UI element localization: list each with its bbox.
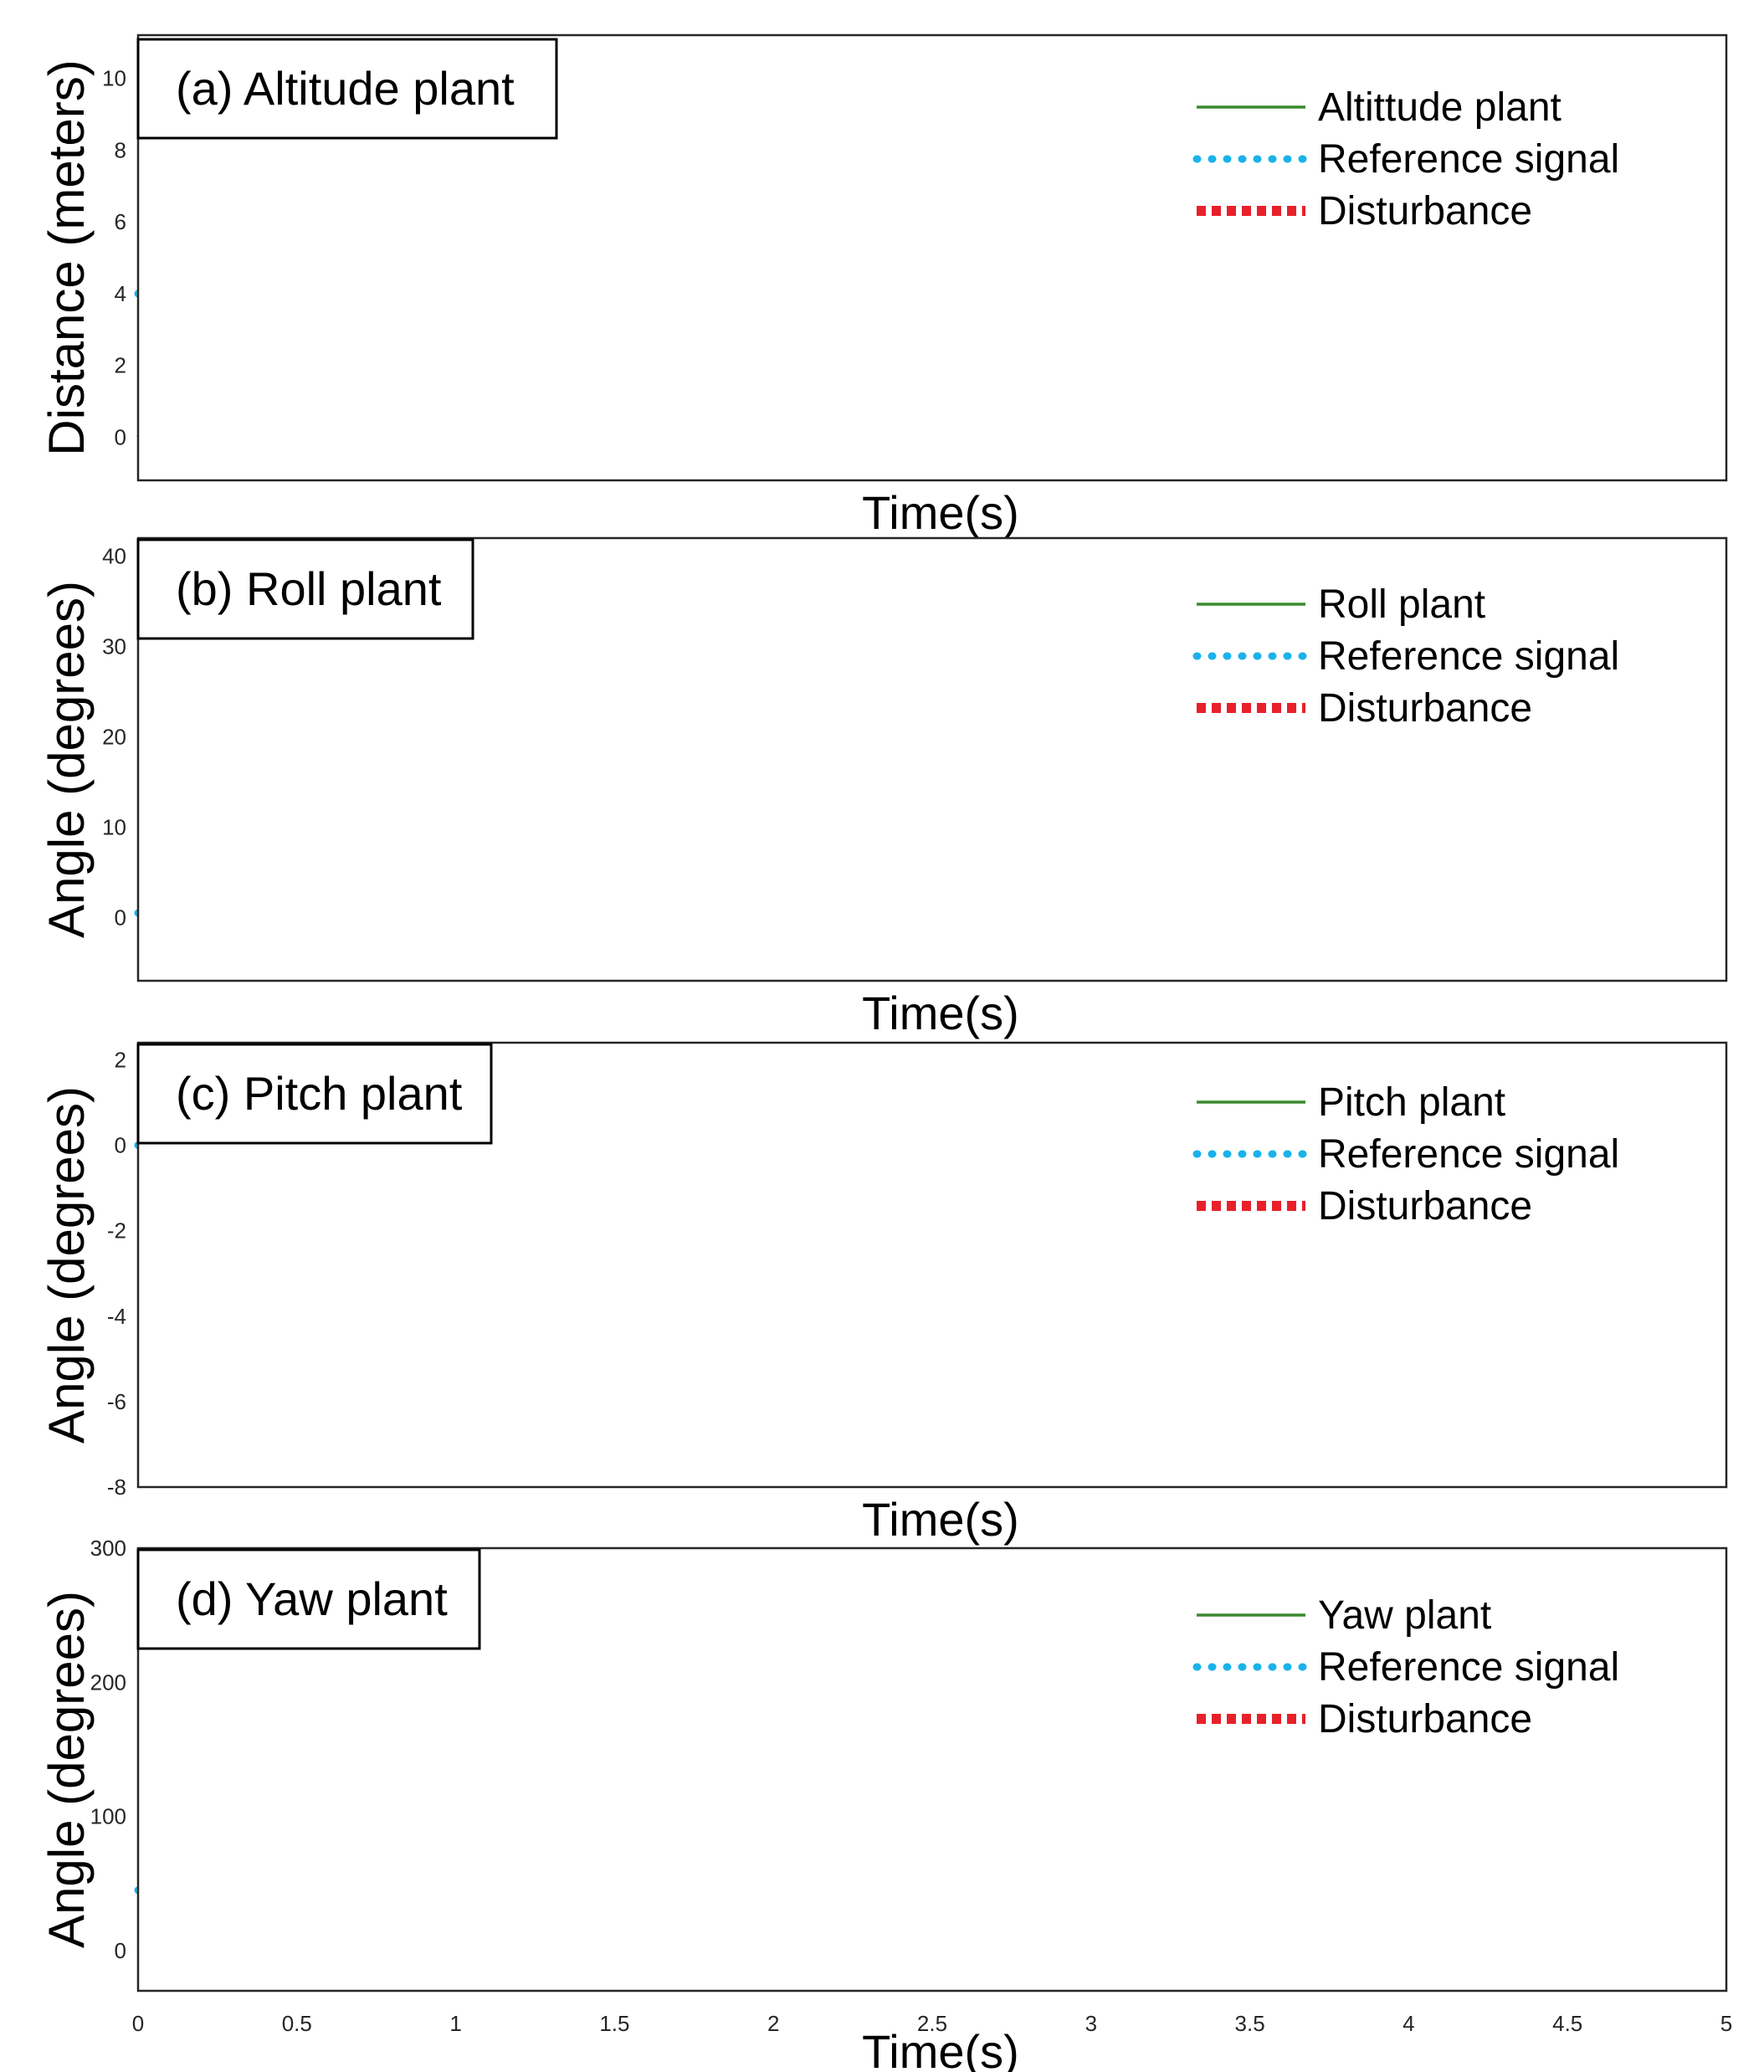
- legend-label: Yaw plant: [1318, 1593, 1491, 1638]
- panel-roll: 0 10 20 30 40 (b) Roll plant Roll plant Referen…: [38, 536, 1731, 1039]
- y-tick-label: 0: [115, 1133, 126, 1158]
- x-tick-label: 3.5: [1235, 2011, 1265, 2036]
- legend-label: Disturbance: [1318, 1697, 1532, 1741]
- y-tick-label: 300: [90, 1536, 126, 1561]
- legend-label: Reference signal: [1318, 1132, 1619, 1177]
- y-tick-label: 200: [90, 1669, 126, 1695]
- y-axis-label: Angle (degrees): [38, 1086, 95, 1444]
- y-tick-label: 4: [115, 281, 126, 306]
- y-tick-label: -2: [107, 1218, 126, 1244]
- legend-label: Roll plant: [1318, 582, 1485, 627]
- y-axis-label: Angle (degrees): [38, 581, 95, 938]
- legend-label: Disturbance: [1318, 686, 1532, 731]
- panel-title: (a) Altitude plant: [176, 62, 515, 115]
- panel-pitch: -8 -6 -4 -2 0 2 (c) Pitch plant Pitch plant Refe…: [38, 1041, 1731, 1546]
- y-tick-label: 10: [102, 65, 126, 90]
- panel-title-box: [136, 1043, 493, 1145]
- x-axis-label: Time(s): [862, 2025, 1019, 2072]
- x-axis-label: Time(s): [862, 1493, 1019, 1546]
- panel-title: (b) Roll plant: [176, 562, 442, 615]
- panel-title-box: [136, 538, 474, 640]
- y-tick-label: 2: [115, 353, 126, 378]
- x-tick-label: 0.5: [282, 2011, 312, 2036]
- y-tick-label: 100: [90, 1804, 126, 1829]
- legend-label: Altittude plant: [1318, 85, 1561, 130]
- y-tick-label: 2: [115, 1047, 126, 1072]
- x-tick-label: 1: [449, 2011, 461, 2036]
- x-tick-label: 3: [1085, 2011, 1097, 2036]
- legend-label: Reference signal: [1318, 137, 1619, 182]
- x-tick-label: 0: [132, 2011, 144, 2036]
- y-tick-label: -4: [107, 1304, 126, 1329]
- y-tick-label: 10: [102, 814, 126, 839]
- y-tick-label: 8: [115, 137, 126, 162]
- panel-altitude: 0 2 4 6 8 10 (a) Altitude plant Altittude plant…: [38, 33, 1731, 539]
- x-tick-label: 4: [1402, 2011, 1414, 2036]
- panel-title-box: [136, 1548, 481, 1650]
- y-tick-label: 0: [115, 1938, 126, 1963]
- legend-label: Pitch plant: [1318, 1080, 1505, 1125]
- x-tick-label: 2: [767, 2011, 779, 2036]
- y-tick-label: 0: [115, 905, 126, 930]
- y-tick-label: 30: [102, 634, 126, 659]
- y-axis-label: Distance (meters): [38, 59, 95, 455]
- panel-title: (d) Yaw plant: [176, 1572, 448, 1625]
- panel-yaw: 0 100 200 300 0 0.5 1 1.5 2 2.5 3 3.5 4 4.5 5 (d) Yaw p…: [38, 1536, 1732, 2072]
- x-tick-label: 5: [1720, 2011, 1732, 2036]
- legend-label: Disturbance: [1318, 189, 1532, 233]
- x-tick-label: 4.5: [1552, 2011, 1582, 2036]
- y-tick-label: -8: [107, 1475, 126, 1500]
- x-tick-label: 1.5: [599, 2011, 629, 2036]
- panel-title: (c) Pitch plant: [176, 1067, 463, 1120]
- legend-label: Reference signal: [1318, 1645, 1619, 1690]
- y-axis-label: Angle (degrees): [38, 1591, 95, 1948]
- x-tick-label: 2.5: [917, 2011, 947, 2036]
- x-axis-label: Time(s): [862, 987, 1019, 1039]
- y-tick-label: 6: [115, 209, 126, 234]
- y-tick-label: 20: [102, 725, 126, 750]
- legend-label: Reference signal: [1318, 634, 1619, 679]
- y-tick-label: -6: [107, 1389, 126, 1414]
- y-tick-label: 0: [115, 425, 126, 450]
- x-axis-label: Time(s): [862, 486, 1019, 539]
- panel-title-box: [136, 38, 558, 140]
- legend-label: Disturbance: [1318, 1184, 1532, 1228]
- y-tick-label: 40: [102, 544, 126, 569]
